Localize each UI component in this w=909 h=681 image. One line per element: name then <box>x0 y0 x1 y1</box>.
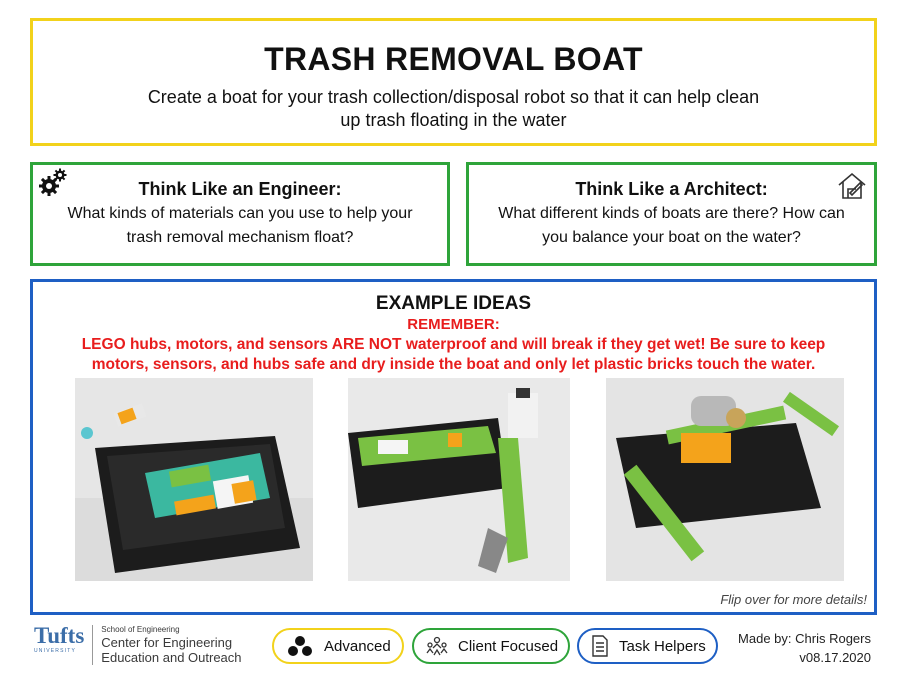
engineer-question: What kinds of materials can you use to h… <box>33 202 447 250</box>
tufts-wordmark: Tufts <box>34 623 85 648</box>
architect-question: What different kinds of boats are there?… <box>469 202 874 250</box>
example-photo-2 <box>348 378 570 581</box>
page-title: TRASH REMOVAL BOAT <box>264 41 643 77</box>
architect-line-1: What different kinds of boats are there?… <box>498 205 845 222</box>
flip-note: Flip over for more details! <box>720 592 867 607</box>
page-subtitle: Create a boat for your trash collection/… <box>33 86 874 132</box>
made-by-label: Made by: Chris Rogers <box>738 631 871 646</box>
architect-box: Think Like a Architect: What different k… <box>466 162 877 266</box>
subtitle-line-1: Create a boat for your trash collection/… <box>147 87 760 107</box>
warning-line-1: LEGO hubs, motors, and sensors ARE NOT w… <box>81 336 826 353</box>
logo-divider <box>92 625 94 665</box>
version-label: v08.17.2020 <box>799 650 871 665</box>
three-dots-icon <box>288 636 312 656</box>
title-box: TRASH REMOVAL BOAT Create a boat for you… <box>30 18 877 146</box>
remember-label: REMEMBER: <box>407 316 500 333</box>
client-focused-badge: Client Focused <box>412 628 570 664</box>
center-line-2: Education and Outreach <box>101 650 242 665</box>
engineer-box: Think Like an Engineer: What kinds of ma… <box>30 162 450 266</box>
warning-line-2: motors, sensors, and hubs safe and dry i… <box>91 356 816 373</box>
example-photo-1 <box>75 378 313 581</box>
engineer-line-1: What kinds of materials can you use to h… <box>67 205 413 222</box>
credits: Made by: Chris Rogers v08.17.2020 <box>738 629 871 667</box>
client-focused-label: Client Focused <box>458 637 559 655</box>
waterproof-warning: LEGO hubs, motors, and sensors ARE NOT w… <box>33 335 874 375</box>
advanced-label: Advanced <box>324 637 391 655</box>
document-icon <box>592 635 608 657</box>
example-photo-3 <box>606 378 844 581</box>
example-ideas-heading: EXAMPLE IDEAS <box>375 293 532 314</box>
task-helpers-label: Task Helpers <box>619 637 706 655</box>
gears-icon <box>37 167 69 197</box>
engineer-line-2: trash removal mechanism float? <box>126 229 354 246</box>
architect-heading: Think Like a Architect: <box>575 179 768 199</box>
school-label: School of Engineering <box>101 625 180 634</box>
people-icon <box>426 636 448 656</box>
subtitle-line-2: up trash floating in the water <box>340 110 567 130</box>
engineer-heading: Think Like an Engineer: <box>138 179 342 199</box>
house-icon <box>836 171 868 201</box>
task-helpers-badge: Task Helpers <box>577 628 718 664</box>
example-ideas-box: EXAMPLE IDEAS REMEMBER: LEGO hubs, motor… <box>30 279 877 615</box>
tufts-university-label: UNIVERSITY <box>34 648 77 654</box>
center-line-1: Center for Engineering <box>101 635 233 650</box>
architect-line-2: you balance your boat on the water? <box>542 229 801 246</box>
tufts-logo: Tufts UNIVERSITY School of Engineering C… <box>34 623 242 669</box>
advanced-badge: Advanced <box>272 628 404 664</box>
